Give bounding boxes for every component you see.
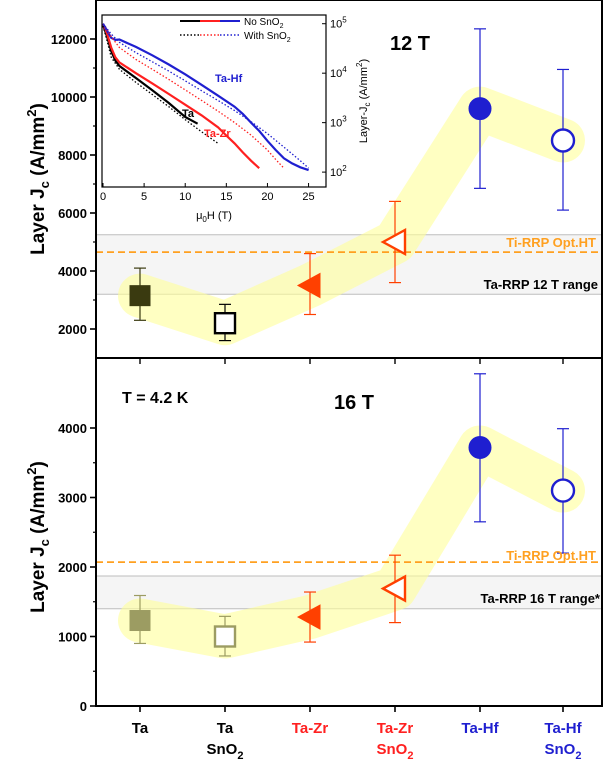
bottom-y-tick-label: 2000 — [58, 560, 87, 575]
inset-y-tick-label: 103 — [330, 115, 347, 130]
top-data-point — [129, 267, 151, 321]
top-panel-background — [96, 86, 602, 346]
x-tick-label-line2: SnO2 — [545, 741, 582, 762]
inset-background — [102, 15, 326, 187]
inset-y-tick-label: 105 — [330, 16, 347, 31]
top-y-tick-label: 12000 — [51, 32, 87, 47]
inset-frame — [101, 14, 327, 188]
inset-x-tick-label: 10 — [179, 191, 191, 203]
x-tick-label-line2: SnO2 — [377, 741, 414, 762]
circle-marker — [468, 435, 492, 459]
bottom-data-point — [213, 615, 237, 657]
circle-marker — [550, 128, 576, 153]
x-tick-label-line2: SnO2 — [207, 741, 244, 762]
square-marker — [213, 625, 237, 648]
bottom-y-axis-title: Layer Jc (A/mm2) — [24, 461, 52, 613]
triangle-marker — [380, 227, 407, 257]
bottom-range-band-label: Ta-RRP 16 T range* — [481, 591, 601, 606]
panel-16t: 0 1000 2000 3000 4000 Ti-RRP Opt.HT Ta-RRP 1… — [24, 357, 603, 714]
square-marker — [129, 285, 151, 307]
bottom-data-point — [380, 554, 407, 624]
inset-axes: 0 5 10 15 20 25 102 103 104 105 — [100, 16, 347, 203]
top-ref-line-label: Ti-RRP Opt.HT — [506, 235, 596, 250]
inset-curve-label-ta-hf: Ta-Hf — [215, 73, 243, 85]
top-y-tick-label: 2000 — [58, 322, 87, 337]
inset-x-axis-title: μ0H (T) — [196, 210, 232, 224]
inset-curve-label-ta-zr: Ta-Zr — [204, 128, 231, 140]
top-data-point — [380, 200, 407, 284]
square-marker — [213, 312, 237, 335]
top-trend-band — [118, 86, 585, 346]
inset-curve-label-ta: Ta — [182, 108, 195, 120]
inset-y-axis-title: Layer-Jc (A/mm2) — [355, 59, 372, 143]
top-panel-label: 12 T — [390, 33, 430, 55]
inset-curves — [102, 23, 310, 172]
bottom-y-tick-label: 0 — [80, 699, 87, 714]
top-y-tick-label: 10000 — [51, 90, 87, 105]
legend-with-sno2: With SnO2 — [244, 31, 291, 44]
top-y-tick-label: 6000 — [58, 206, 87, 221]
inset-x-tick-label: 5 — [141, 191, 147, 203]
panel-12t: 2000 4000 6000 8000 10000 12000 Ti-RRP Opt.HT… — [24, 0, 603, 359]
bottom-y-tick-label: 1000 — [58, 630, 87, 645]
triangle-marker — [296, 272, 321, 299]
top-y-tick-label: 8000 — [58, 148, 87, 163]
triangle-marker — [380, 574, 407, 603]
bottom-y-axis: 0 1000 2000 3000 4000 — [58, 421, 96, 714]
inset-x-tick-label: 0 — [100, 191, 106, 203]
circle-marker — [468, 97, 492, 121]
bottom-data-point — [550, 428, 576, 554]
bottom-panel-label: 16 T — [334, 392, 374, 414]
top-range-band-label: Ta-RRP 12 T range — [484, 277, 598, 292]
inset-x-tick-label: 25 — [302, 191, 314, 203]
x-tick-label: Ta-Zr — [292, 720, 329, 737]
temperature-label: T = 4.2 K — [122, 390, 189, 407]
x-tick-label: Ta — [217, 720, 234, 737]
top-data-point — [296, 253, 321, 316]
bottom-data-point — [296, 591, 321, 643]
bottom-ref-line-label: Ti-RRP Opt.HT — [506, 548, 596, 563]
x-tick-label: Ta — [132, 720, 149, 737]
inset-series-ta-hf-with-sno2 — [102, 23, 310, 169]
inset-y-tick-label: 102 — [330, 164, 347, 179]
top-data-point — [213, 303, 237, 342]
top-data-marks — [129, 28, 576, 342]
inset-legend: No SnO2 With SnO2 — [180, 17, 291, 44]
top-y-axis: 2000 4000 6000 8000 10000 12000 — [51, 32, 96, 337]
bottom-data-point — [468, 373, 492, 523]
bottom-panel-background — [96, 425, 602, 659]
inset-x-tick-label: 15 — [220, 191, 232, 203]
bottom-data-marks — [129, 373, 576, 657]
x-tick-label: Ta-Zr — [377, 720, 414, 737]
bottom-trend-band — [118, 425, 585, 659]
bottom-y-tick-label: 3000 — [58, 491, 87, 506]
top-data-point — [550, 68, 576, 211]
inset-chart: 0 5 10 15 20 25 102 103 104 105 No SnO2 With SnO2… — [100, 14, 372, 224]
top-data-point — [468, 28, 492, 189]
inset-series-ta-zr-no-sno2 — [102, 23, 260, 170]
legend-no-sno2: No SnO2 — [244, 17, 284, 30]
triangle-marker — [296, 604, 321, 630]
x-tick-label: Ta-Hf — [544, 720, 582, 737]
top-y-axis-title: Layer Jc (A/mm2) — [24, 103, 52, 255]
top-y-tick-label: 4000 — [58, 264, 87, 279]
square-marker — [129, 610, 151, 632]
bottom-data-point — [129, 594, 151, 645]
inset-y-tick-label: 104 — [330, 65, 347, 80]
circle-marker — [550, 478, 576, 503]
bottom-y-tick-label: 4000 — [58, 421, 87, 436]
x-tick-label: Ta-Hf — [461, 720, 499, 737]
inset-series-ta-zr-with-sno2 — [102, 23, 285, 169]
x-axis: Ta Ta SnO2 Ta-Zr Ta-Zr SnO2 Ta-Hf Ta-Hf SnO2 — [132, 358, 583, 762]
inset-x-tick-label: 20 — [261, 191, 273, 203]
inset-series-ta-with-sno2 — [102, 25, 219, 144]
